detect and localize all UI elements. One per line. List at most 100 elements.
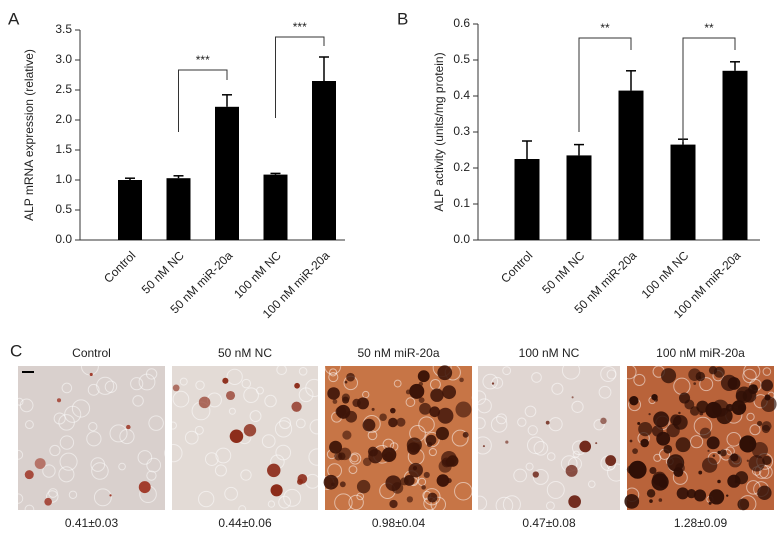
cell-outline: [356, 492, 365, 501]
quantification: 0.44±0.06: [218, 516, 272, 530]
stain-spot: [705, 401, 722, 419]
stain-spot: [719, 449, 727, 457]
stain-spot: [651, 393, 658, 401]
cell-outline: [548, 417, 563, 432]
stain-spot: [437, 365, 453, 381]
stain-spot: [701, 457, 718, 473]
cell-outline: [12, 493, 24, 504]
stain-spot: [545, 420, 550, 425]
cell-outline: [240, 469, 252, 481]
cell-outline: [49, 444, 61, 457]
cell-outline: [137, 450, 153, 465]
cell-outline: [198, 490, 215, 508]
stain-spot: [334, 452, 343, 461]
cell-outline: [495, 496, 514, 515]
cell-outline: [546, 501, 555, 511]
cell-outline: [428, 447, 437, 457]
cell-outline: [24, 504, 35, 515]
stain-spot: [649, 499, 653, 503]
micrograph: [172, 366, 318, 510]
y-tick-label: 0.1: [453, 196, 470, 210]
cell-outline: [238, 505, 247, 514]
stain-spot: [676, 487, 689, 500]
stain-spot: [437, 407, 454, 424]
cell-outline: [699, 377, 714, 392]
cell-outline: [309, 419, 325, 435]
stain-spot: [291, 401, 302, 412]
cell-outline: [571, 400, 584, 413]
stain-spot: [362, 418, 376, 432]
stain-spot: [44, 497, 52, 506]
cell-outline: [490, 416, 508, 433]
cell-outline: [524, 405, 537, 418]
cell-outline: [430, 496, 447, 513]
cell-outline: [502, 495, 521, 514]
x-tick-label: 50 nM NC: [539, 248, 587, 296]
stain-spot: [689, 406, 700, 416]
cell-outline: [91, 462, 109, 480]
stain-spot: [505, 440, 509, 444]
stain-spot: [356, 479, 371, 494]
cell-outline: [71, 399, 91, 418]
cell-outline: [214, 464, 227, 477]
cell-outline: [749, 424, 761, 436]
image-title: 100 nM miR-20a: [656, 346, 745, 360]
y-tick-label: 0.5: [55, 202, 72, 216]
stain-spot: [638, 422, 653, 437]
cell-outline: [607, 463, 626, 482]
cell-outline: [517, 417, 527, 427]
stain-spot: [222, 377, 229, 384]
cell-outline: [324, 357, 342, 375]
x-tick-label: Control: [101, 248, 138, 285]
stain-spot: [761, 424, 771, 434]
stain-spot: [595, 442, 598, 445]
stain-spot: [339, 481, 346, 488]
stain-spot: [126, 424, 131, 430]
stain-spot: [425, 434, 437, 446]
cell-outline: [471, 390, 487, 405]
stain-spot: [708, 366, 718, 375]
bar: [215, 106, 239, 240]
cell-outline: [88, 422, 98, 432]
bar: [166, 178, 191, 240]
stain-spot: [728, 453, 742, 468]
cell-outline: [48, 488, 58, 498]
cell-outline: [348, 465, 358, 475]
cell-outline: [476, 398, 492, 414]
cell-outline: [87, 383, 100, 396]
stain-spot: [419, 402, 432, 415]
panel-label: B: [397, 9, 408, 28]
stain-spot: [652, 471, 667, 486]
cell-outline: [168, 421, 177, 430]
stain-spot: [757, 485, 772, 501]
cell-outline: [59, 435, 75, 450]
y-tick-label: 0.0: [55, 232, 72, 246]
cell-outline: [349, 452, 362, 465]
y-axis-title: ALP mRNA expression (relative): [22, 49, 36, 221]
stain-spot: [385, 475, 402, 492]
stain-spot: [726, 494, 729, 497]
stain-spot: [624, 494, 640, 509]
cell-outline: [531, 372, 542, 383]
cell-outline: [418, 416, 435, 433]
stain-spot: [708, 489, 725, 505]
stain-spot: [412, 443, 421, 452]
cell-outline: [25, 420, 34, 430]
stain-spot: [429, 406, 441, 418]
stain-spot: [267, 463, 281, 478]
micrograph: [478, 366, 620, 510]
stain-spot: [229, 429, 244, 443]
stain-spot: [735, 386, 753, 404]
stain-spot: [446, 455, 459, 467]
stain-spot: [706, 436, 720, 450]
y-axis-title: ALP activity (units/mg protein): [432, 52, 446, 211]
stain-spot: [345, 410, 358, 423]
cell-outline: [256, 386, 264, 395]
stain-spot: [400, 477, 409, 486]
panel-label: C: [10, 341, 22, 360]
stain-spot: [34, 458, 46, 470]
cell-outline: [278, 495, 292, 509]
cell-outline: [96, 376, 115, 395]
bar: [263, 174, 288, 240]
